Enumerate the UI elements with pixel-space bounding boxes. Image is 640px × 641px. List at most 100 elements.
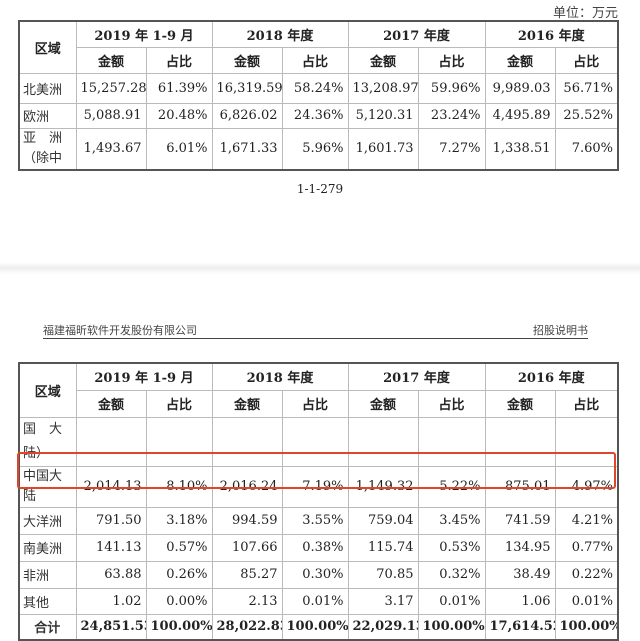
- ratio-cell: 0.01%: [417, 587, 486, 615]
- amount-cell: 1.02: [75, 587, 147, 615]
- page-number: 1-1-279: [296, 182, 344, 196]
- ratio-cell: 25.52%: [554, 102, 619, 129]
- amount-cell: 5,088.91: [75, 102, 147, 129]
- ratio-cell: 8.10%: [145, 465, 213, 508]
- ratio-header: 占比: [554, 389, 619, 418]
- amount-header: 金额: [484, 389, 556, 418]
- ratio-cell: 100.00%: [554, 613, 619, 641]
- subheader-row: 金额 占比 金额 占比 金额 占比 金额 占比: [19, 389, 619, 418]
- ratio-header: 占比: [554, 46, 619, 74]
- region-revenue-table-part1: 区域 2019 年 1-9 月 2018 年度 2017 年度 2016 年度 …: [18, 20, 619, 171]
- ratio-cell: 0.30%: [281, 560, 349, 589]
- amount-cell: 9,989.03: [484, 72, 556, 104]
- period-header: 2017 年度: [347, 362, 486, 391]
- amount-cell: 24,851.53: [75, 613, 147, 641]
- amount-cell: 63.88: [75, 560, 147, 589]
- region-cell: 其他: [18, 587, 77, 615]
- region-cell: 合计: [18, 613, 77, 641]
- period-header: 2017 年度: [347, 20, 486, 48]
- ratio-cell: 58.24%: [281, 72, 349, 104]
- ratio-cell: 6.01%: [145, 127, 213, 170]
- amount-cell: 1,601.73: [347, 127, 419, 170]
- amount-cell: 875.01: [484, 465, 556, 508]
- amount-cell: 1,338.51: [484, 127, 556, 170]
- amount-cell: 38.49: [484, 560, 556, 589]
- ratio-cell: 100.00%: [145, 613, 213, 641]
- amount-cell: 134.95: [484, 533, 556, 562]
- table-row: 亚 洲（除中 1,493.67 6.01% 1,671.33 5.96% 1,601.73…: [18, 127, 619, 170]
- region-cell: 非洲: [18, 560, 77, 589]
- amount-cell: 994.59: [211, 506, 283, 535]
- region-cell: 欧洲: [18, 102, 77, 129]
- ratio-cell: 0.01%: [554, 587, 619, 615]
- amount-cell: 13,208.97: [347, 72, 419, 104]
- period-header: 2018 年度: [211, 362, 349, 391]
- ratio-cell: 0.38%: [281, 533, 349, 562]
- region-revenue-table-part2: 区域 2019 年 1-9 月 2018 年度 2017 年度 2016 年度 …: [18, 362, 619, 641]
- table-row: 国 大陆）: [18, 416, 619, 467]
- page-header: 福建福昕软件开发股份有限公司 招股说明书: [43, 322, 588, 339]
- ratio-cell: 0.00%: [145, 587, 213, 615]
- document-type: 招股说明书: [533, 324, 588, 337]
- amount-header: 金额: [75, 389, 147, 418]
- amount-cell: 759.04: [347, 506, 419, 535]
- table-row: 大洋洲 791.50 3.18% 994.59 3.55% 759.04 3.45% 741.…: [18, 506, 619, 535]
- region-cell: 中国大陆: [18, 465, 77, 508]
- period-header: 2018 年度: [211, 20, 349, 48]
- ratio-header: 占比: [281, 389, 349, 418]
- ratio-cell: 0.22%: [554, 560, 619, 589]
- ratio-cell: 0.53%: [417, 533, 486, 562]
- amount-cell: 2.13: [211, 587, 283, 615]
- ratio-cell: 23.24%: [417, 102, 486, 129]
- highlight-box: [17, 452, 616, 489]
- amount-cell: 85.27: [211, 560, 283, 589]
- period-header: 2019 年 1-9 月: [75, 20, 213, 48]
- ratio-cell: 0.32%: [417, 560, 486, 589]
- company-name: 福建福昕软件开发股份有限公司: [43, 324, 197, 337]
- amount-header: 金额: [347, 389, 419, 418]
- table-row: 北美洲 15,257.28 61.39% 16,319.59 58.24% 13,208.…: [18, 72, 619, 104]
- amount-cell: 16,319.59: [211, 72, 283, 104]
- ratio-cell: 0.57%: [145, 533, 213, 562]
- ratio-cell: 7.60%: [554, 127, 619, 170]
- ratio-cell: 3.18%: [145, 506, 213, 535]
- amount-cell: 1,671.33: [211, 127, 283, 170]
- ratio-header: 占比: [417, 389, 486, 418]
- table-row: 中国大陆 2,014.13 8.10% 2,016.24 7.19% 1,149.32 5.…: [18, 465, 619, 508]
- amount-header: 金额: [347, 46, 419, 74]
- region-cell: 北美洲: [18, 72, 77, 104]
- ratio-cell: 0.77%: [554, 533, 619, 562]
- table-row: 非洲 63.88 0.26% 85.27 0.30% 70.85 0.32% 38.49 0.2…: [18, 560, 619, 589]
- unit-label: 单位：万元: [552, 6, 618, 21]
- ratio-cell: 5.96%: [281, 127, 349, 170]
- ratio-header: 占比: [417, 46, 486, 74]
- region-cell: 大洋洲: [18, 506, 77, 535]
- ratio-cell: 61.39%: [145, 72, 213, 104]
- amount-header: 金额: [211, 46, 283, 74]
- table-row: 欧洲 5,088.91 20.48% 6,826.02 24.36% 5,120.31 23…: [18, 102, 619, 129]
- ratio-cell: 20.48%: [145, 102, 213, 129]
- ratio-header: 占比: [281, 46, 349, 74]
- ratio-cell: 4.21%: [554, 506, 619, 535]
- ratio-cell: 7.19%: [281, 465, 349, 508]
- table-row: 合计 24,851.53 100.00% 28,022.83 100.00% 22,029…: [18, 613, 619, 641]
- amount-cell: 791.50: [75, 506, 147, 535]
- ratio-cell: 56.71%: [554, 72, 619, 104]
- ratio-cell: 4.97%: [554, 465, 619, 508]
- region-header: 区域: [18, 362, 77, 418]
- region-header: 区域: [18, 20, 77, 74]
- amount-header: 金额: [75, 46, 147, 74]
- amount-cell: 115.74: [347, 533, 419, 562]
- amount-cell: 741.59: [484, 506, 556, 535]
- amount-cell: 4,495.89: [484, 102, 556, 129]
- amount-cell: 2,016.24: [211, 465, 283, 508]
- amount-cell: 17,614.52: [484, 613, 556, 641]
- ratio-cell: 100.00%: [281, 613, 349, 641]
- ratio-cell: 100.00%: [417, 613, 486, 641]
- region-cell: 国 大陆）: [18, 416, 77, 467]
- ratio-cell: 3.55%: [281, 506, 349, 535]
- amount-cell: 6,826.02: [211, 102, 283, 129]
- region-cell: 南美洲: [18, 533, 77, 562]
- amount-cell: 15,257.28: [75, 72, 147, 104]
- ratio-header: 占比: [145, 46, 213, 74]
